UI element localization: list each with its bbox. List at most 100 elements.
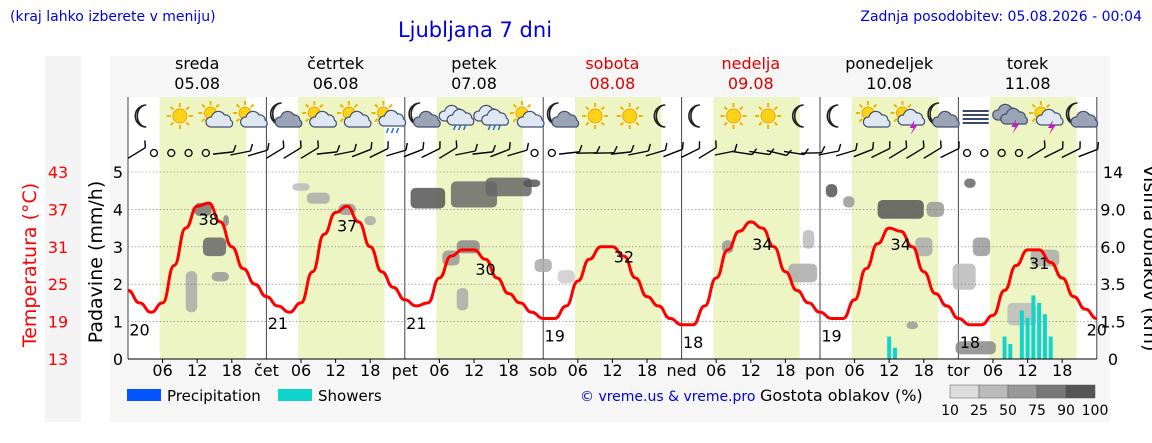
wind-calm-marker: [167, 148, 176, 158]
sun-icon: [616, 103, 643, 129]
sun-rain-icon: [371, 101, 407, 134]
cloud-height-tick: 1.5: [1100, 313, 1125, 332]
cloud-density-area: [972, 237, 991, 257]
precipitation-tick: 0: [113, 350, 123, 369]
cloud-rain-icon: [473, 104, 509, 131]
wind-barb: [490, 141, 511, 158]
sun-icon: [720, 103, 747, 129]
region-note[interactable]: (kraj lahko izberete v meniju): [10, 9, 216, 25]
hour-tick-label: 06: [568, 361, 588, 380]
sun-cloud-icon: [233, 101, 268, 128]
sun-icon: [582, 103, 609, 129]
hour-tick-label: 18: [775, 361, 795, 380]
rain-drop-icon: [395, 127, 400, 134]
precipitation-tick: 3: [113, 238, 123, 257]
day-short-label: pon: [805, 361, 835, 380]
hour-tick-label: 12: [741, 361, 761, 380]
last-update: Zadnja posodobitev: 05.08.2026 - 00:04: [860, 9, 1142, 25]
temperature-label: 21: [406, 314, 426, 333]
cloud-density-area: [364, 215, 376, 226]
chart-title: Ljubljana 7 dni: [398, 18, 552, 42]
cloud-density-area: [955, 341, 996, 355]
wind-barb: [871, 141, 891, 159]
temperature-label: 21: [268, 314, 288, 333]
temperature-tick: 31: [48, 238, 68, 257]
rain-drop-icon: [463, 124, 467, 131]
moon-icon: [791, 104, 804, 128]
wind-barb: [369, 141, 389, 159]
hour-tick-label: 12: [1017, 361, 1037, 380]
cloud-height-tick: 0: [1108, 350, 1118, 369]
wind-barb: [247, 142, 270, 157]
credit-link[interactable]: © vreme.us & vreme.pro: [580, 389, 755, 405]
moon-icon: [653, 104, 666, 128]
temperature-label: 38: [199, 210, 219, 229]
hour-tick-label: 06: [429, 361, 449, 380]
cloud-density-area: [292, 183, 310, 191]
density-tick: 25: [970, 403, 988, 419]
precipitation-tick: 1: [113, 313, 123, 332]
wind-barb: [853, 141, 875, 158]
sun-icon: [755, 103, 782, 129]
cloud-density-area: [825, 184, 838, 198]
sun-cloud-icon: [198, 101, 234, 128]
temperature-label: 34: [752, 235, 772, 254]
wind-barb: [265, 140, 285, 159]
cloud-icon: [412, 110, 441, 128]
cloud-density-area: [906, 321, 919, 330]
day-name: torek: [1007, 54, 1049, 73]
wind-calm-marker: [201, 148, 211, 158]
moon-cloud-icon: [927, 102, 960, 128]
density-tick: 75: [1028, 403, 1046, 419]
cloud-density-label: Gostota oblakov (%): [760, 386, 923, 405]
hour-tick-label: 18: [498, 361, 518, 380]
day-name: četrtek: [307, 54, 365, 73]
precipitation-tick: 4: [113, 200, 123, 219]
sun-icon: [582, 103, 609, 129]
wind-barb: [593, 145, 618, 154]
hour-tick-label: 12: [325, 361, 345, 380]
wind-barb: [316, 144, 341, 155]
wind-barb: [663, 141, 684, 158]
cloud-icon: [343, 110, 372, 128]
hour-tick-label: 18: [1052, 361, 1072, 380]
sun-cloud-icon: [855, 101, 891, 128]
storm-icon: [992, 103, 1028, 134]
wind-barb: [507, 142, 530, 157]
cloud-density-area: [306, 192, 330, 204]
rain-drop-icon: [487, 124, 491, 131]
temperature-tick: 37: [48, 200, 68, 219]
hour-tick-label: 18: [360, 361, 380, 380]
wind-barb: [1027, 140, 1046, 159]
temperature-line: [127, 201, 1098, 327]
hour-tick-label: 06: [983, 361, 1003, 380]
cloud-density-area: [485, 177, 532, 197]
cloud-density-area: [843, 196, 855, 208]
wind-barb: [576, 145, 601, 154]
wind-barb: [645, 142, 668, 157]
temperature-label: 19: [821, 327, 841, 346]
density-tick: 50: [999, 403, 1017, 419]
showers-legend-label: Showers: [318, 387, 382, 405]
temperature-label: 34: [891, 235, 911, 254]
wind-barb: [300, 140, 320, 159]
wind-barb: [835, 142, 858, 157]
moon-icon: [134, 104, 147, 128]
temperature-label: 18: [960, 333, 980, 352]
cloud-density-area: [802, 229, 815, 249]
cloud-icon: [309, 110, 337, 128]
shower-bar: [1008, 344, 1013, 359]
daylight-band: [574, 97, 662, 359]
cloud-rain-icon: [438, 104, 475, 131]
sun-storm-icon: [1028, 101, 1064, 135]
wind-barb: [421, 141, 441, 159]
moon-cloud-icon: [269, 102, 303, 128]
shower-bar: [887, 336, 892, 359]
rain-drop-icon: [497, 124, 501, 131]
precipitation-legend-label: Precipitation: [167, 387, 261, 405]
density-swatch: [1036, 384, 1067, 399]
precipitation-tick: 5: [113, 163, 123, 182]
wind-calm-marker: [530, 148, 539, 158]
shower-bar: [892, 347, 897, 359]
cloud-height-tick: 6.0: [1100, 238, 1125, 257]
